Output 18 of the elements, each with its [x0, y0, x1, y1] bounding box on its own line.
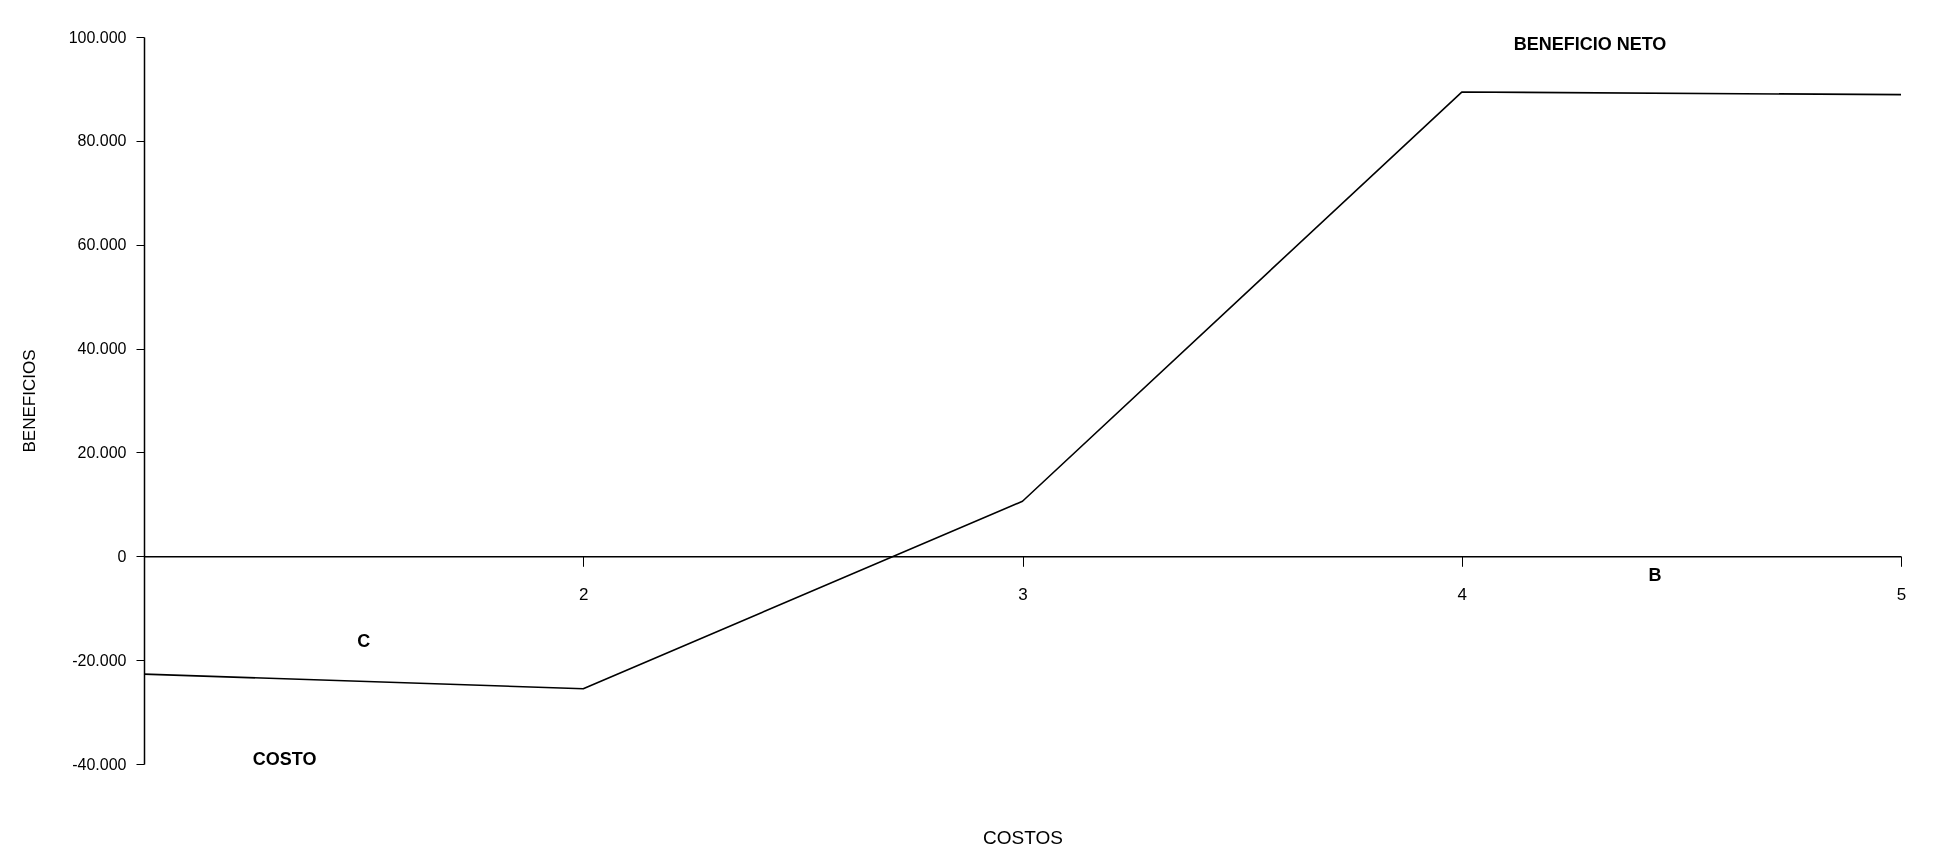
y-tick-label: 80.000	[77, 132, 127, 150]
y-tick-label: -40.000	[72, 755, 127, 773]
x-axis-title: COSTOS	[983, 826, 1063, 848]
y-tick-label: 60.000	[77, 236, 127, 254]
x-tick-label: 3	[1018, 584, 1028, 604]
annotation: BENEFICIO NETO	[1513, 34, 1667, 54]
y-tick-label: 20.000	[77, 443, 127, 461]
x-tick-label: 5	[1896, 584, 1907, 604]
y-tick-label: 40.000	[77, 340, 127, 358]
y-tick-label: 0	[117, 547, 127, 565]
y-tick-label: 100.000	[68, 28, 127, 46]
y-tick-label: -20.000	[72, 651, 127, 669]
y-axis-title: BENEFICIOS	[19, 349, 39, 453]
annotation: COSTO	[252, 748, 317, 769]
annotation: C	[357, 630, 371, 651]
x-tick-label: 4	[1457, 584, 1467, 604]
x-tick-label: 2	[579, 584, 589, 604]
annotation: B	[1648, 564, 1662, 585]
